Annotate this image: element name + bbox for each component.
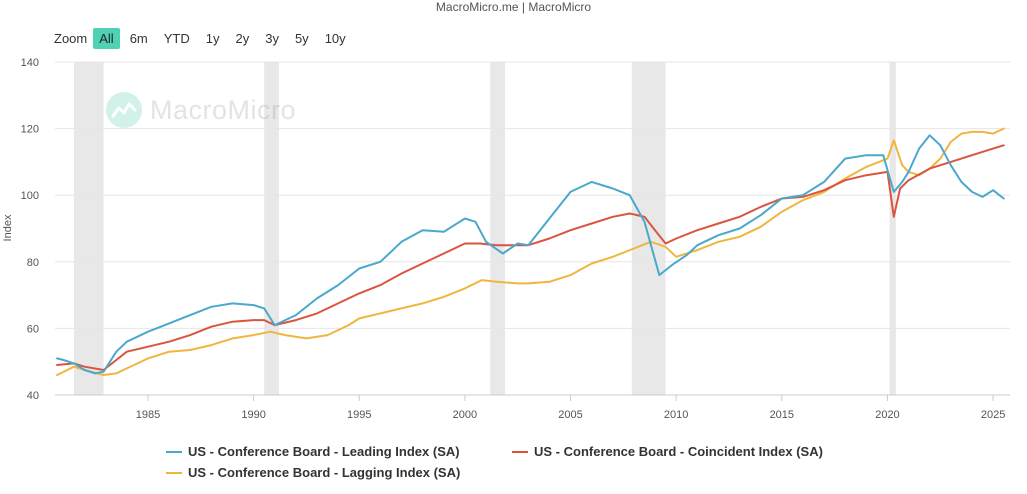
y-tick-label: 140 (21, 57, 39, 69)
legend-item-leading[interactable]: US - Conference Board - Leading Index (S… (166, 444, 460, 459)
zoom-button-10y[interactable]: 10y (324, 30, 346, 46)
recession-band-0 (74, 62, 104, 395)
x-tick-label: 1990 (241, 409, 265, 421)
legend-swatch-lagging (166, 471, 182, 474)
zoom-button-ytd[interactable]: YTD (163, 30, 190, 46)
series-lines (56, 127, 1005, 376)
zoom-button-6m[interactable]: 6m (129, 30, 148, 46)
x-tick-label: 2005 (558, 409, 582, 421)
zoom-button-5y[interactable]: 5y (294, 30, 309, 46)
recession-bands (74, 62, 896, 395)
zoom-bar: Zoom All 6m YTD 1y 2y 3y 5y 10y (54, 27, 356, 49)
macromicro-logo-icon (106, 92, 142, 128)
x-tick-label: 2010 (664, 409, 688, 421)
recession-band-1 (264, 62, 279, 395)
y-tick-label: 100 (21, 190, 39, 202)
zoom-button-3y[interactable]: 3y (265, 30, 279, 46)
legend-item-coincident[interactable]: US - Conference Board - Coincident Index… (512, 444, 823, 459)
x-tick-label: 2015 (770, 409, 794, 421)
x-tick-label: 2025 (981, 409, 1005, 421)
x-tick-label: 1985 (136, 409, 160, 421)
chart-credit: MacroMicro.me | MacroMicro (435, 0, 592, 14)
recession-band-2 (490, 62, 506, 395)
x-tick-label: 1995 (347, 409, 371, 421)
zoom-button-2y[interactable]: 2y (235, 30, 250, 46)
legend-swatch-leading (166, 450, 182, 453)
y-tick-label: 40 (27, 390, 39, 402)
y-tick-label: 80 (27, 257, 39, 269)
legend-item-lagging[interactable]: US - Conference Board - Lagging Index (S… (166, 465, 460, 480)
series-line-lagging[interactable] (56, 127, 1005, 376)
legend-label-coincident: US - Conference Board - Coincident Index… (534, 444, 823, 459)
legend-label-leading: US - Conference Board - Leading Index (S… (188, 444, 460, 459)
x-axis-ticks: 1985 1990 1995 2000 2005 2010 2015 2020 2025 (136, 395, 1005, 421)
recession-band-3 (631, 62, 666, 395)
y-axis-ticks: 40 60 80 100 120 140 (21, 57, 39, 402)
y-axis-title: Index (2, 214, 14, 241)
series-line-leading[interactable] (56, 134, 1005, 375)
zoom-button-all[interactable]: All (93, 27, 120, 49)
series-line-coincident[interactable] (56, 144, 1005, 371)
recession-band-4 (889, 62, 896, 395)
watermark-text: MacroMicro (150, 94, 297, 125)
legend-label-lagging: US - Conference Board - Lagging Index (S… (188, 465, 461, 480)
y-tick-label: 60 (27, 323, 39, 335)
zoom-label: Zoom (54, 30, 88, 46)
grid-lines (55, 61, 1010, 396)
x-tick-label: 2020 (875, 409, 899, 421)
y-tick-label: 120 (21, 124, 39, 136)
x-tick-label: 2000 (453, 409, 477, 421)
zoom-button-1y[interactable]: 1y (205, 30, 220, 46)
watermark: MacroMicro (106, 92, 296, 128)
legend-swatch-coincident (512, 450, 528, 453)
